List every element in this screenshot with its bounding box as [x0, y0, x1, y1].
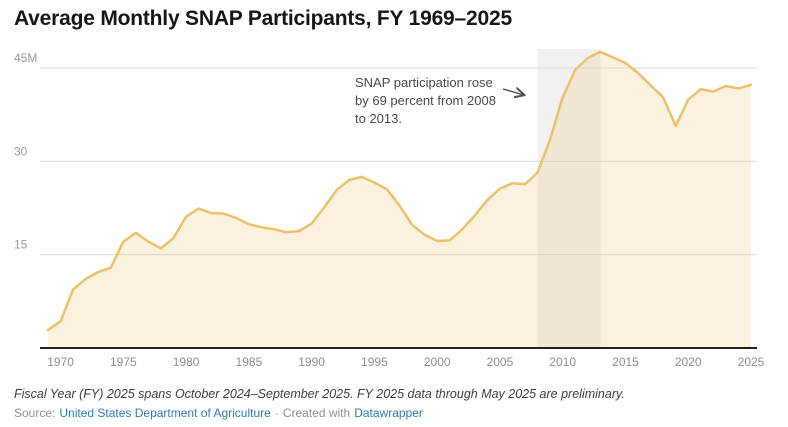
x-axis-label: 2020: [675, 355, 702, 369]
x-axis-label: 2025: [738, 355, 765, 369]
x-axis-label: 1975: [110, 355, 137, 369]
footnote: Fiscal Year (FY) 2025 spans October 2024…: [14, 387, 625, 401]
y-axis-label: 45M: [14, 51, 37, 65]
x-axis-label: 2005: [487, 355, 514, 369]
source-link[interactable]: United States Department of Agriculture: [59, 406, 271, 420]
highlight-band-2008-2013: [537, 49, 601, 348]
x-axis-label: 2000: [424, 355, 451, 369]
data-line: [46, 50, 753, 332]
annotation-arrow-icon: [502, 89, 524, 95]
datawrapper-link[interactable]: Datawrapper: [354, 406, 423, 420]
x-axis-label: 2015: [612, 355, 639, 369]
chart-annotation: SNAP participation rose by 69 percent fr…: [355, 75, 496, 126]
created-with-label: Created with: [282, 406, 351, 420]
x-axis-label: 2010: [549, 355, 576, 369]
x-axis-label: 1985: [236, 355, 263, 369]
x-axis-label: 1990: [298, 355, 325, 369]
y-axis-label: 30: [14, 144, 28, 158]
source-label: Source:: [14, 406, 56, 420]
area-fill: [48, 51, 751, 349]
x-axis-label: 1970: [47, 355, 74, 369]
source-line: Source: United States Department of Agric…: [14, 406, 784, 420]
y-axis-label: 15: [14, 238, 28, 252]
x-axis-label: 1980: [173, 355, 200, 369]
separator-dot: ·: [274, 406, 279, 420]
x-axis-label: 1995: [361, 355, 388, 369]
chart-title: Average Monthly SNAP Participants, FY 19…: [14, 7, 512, 30]
